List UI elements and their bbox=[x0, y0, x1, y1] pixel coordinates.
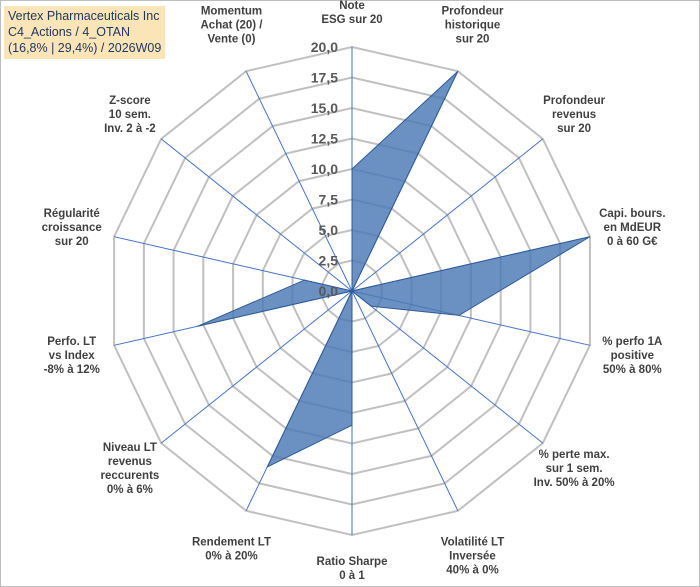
axis-label-line: sur 20 bbox=[456, 34, 490, 46]
axis-label-line: Vente (0) bbox=[208, 34, 256, 46]
axis-label: Ratio Sharpe 0 à 1 bbox=[317, 556, 388, 582]
axis-label: Perfo. LT vs Index -8% à 12% bbox=[44, 336, 100, 376]
axis-label-line: en MdEUR bbox=[604, 222, 662, 234]
axis-spoke bbox=[351, 290, 544, 444]
title-company: Vertex Pharmaceuticals Inc bbox=[8, 9, 160, 23]
axis-label-line: Volatilité LT bbox=[441, 536, 504, 548]
axis-spoke bbox=[351, 138, 544, 292]
axis-label-line: Achat (20) / bbox=[201, 20, 264, 32]
axis-label: % perte max. sur 1 sem. Inv. 50% à 20% bbox=[534, 449, 615, 489]
axis-label-line: positive bbox=[611, 350, 654, 362]
axis-label: % perfo 1A positive 50% à 80% bbox=[602, 336, 662, 376]
title-category: C4_Actions / 4_OTAN bbox=[8, 25, 131, 39]
axis-label-line: -8% à 12% bbox=[44, 364, 100, 376]
axis-label-line: 10 sem. bbox=[109, 109, 151, 121]
axis-label: Momentum Achat (20) / Vente (0) bbox=[201, 6, 264, 46]
axis-label-line: Inversée bbox=[449, 550, 496, 562]
tick-label: 7,5 bbox=[319, 192, 339, 208]
radar-tick-labels: 0,0 2,5 5,0 7,5 10,0 12,5 15,0 17,5 20,0 bbox=[311, 39, 338, 299]
axis-label-line: Régularité bbox=[44, 208, 100, 220]
axis-spoke bbox=[160, 290, 353, 444]
axis-label-line: vs Index bbox=[49, 350, 96, 362]
axis-label-line: Inv. 2 à -2 bbox=[104, 123, 156, 135]
axis-label-line: historique bbox=[445, 20, 501, 32]
axis-label-line: Profondeur bbox=[543, 95, 605, 107]
axis-label: Z-score 10 sem. Inv. 2 à -2 bbox=[104, 95, 156, 135]
tick-label: 5,0 bbox=[319, 222, 339, 238]
axis-spoke bbox=[351, 290, 459, 512]
radar-series bbox=[197, 70, 591, 468]
axis-label: Profondeur historique sur 20 bbox=[442, 6, 504, 46]
axis-label-line: croissance bbox=[42, 222, 102, 234]
tick-label: 2,5 bbox=[319, 253, 339, 269]
axis-label: Note ESG sur 20 bbox=[321, 0, 382, 26]
axis-label-line: 0% à 20% bbox=[205, 550, 257, 562]
axis-label-line: Note bbox=[339, 0, 365, 12]
axis-label-line: Rendement LT bbox=[192, 536, 271, 548]
axis-label: Volatilité LT Inversée 40% à 0% bbox=[441, 536, 504, 576]
axis-label-line: sur 1 sem. bbox=[546, 463, 603, 475]
axis-label-line: sur 20 bbox=[55, 236, 89, 248]
axis-label-line: Profondeur bbox=[442, 6, 504, 18]
axis-label-line: Perfo. LT bbox=[47, 336, 96, 348]
tick-label: 0,0 bbox=[319, 283, 339, 299]
axis-label-line: Momentum bbox=[201, 6, 262, 18]
axis-label-line: % perte max. bbox=[539, 449, 610, 461]
axis-label: Régularité croissance sur 20 bbox=[42, 208, 102, 248]
tick-label: 17,5 bbox=[311, 70, 338, 86]
axis-spoke bbox=[160, 138, 353, 292]
axis-label-line: revenus bbox=[108, 456, 152, 468]
axis-label-line: % perfo 1A bbox=[602, 336, 662, 348]
axis-label-line: Inv. 50% à 20% bbox=[534, 477, 615, 489]
tick-label: 20,0 bbox=[311, 39, 338, 55]
axis-label-line: 50% à 80% bbox=[603, 364, 662, 376]
chart-title-box: Vertex Pharmaceuticals Inc C4_Actions / … bbox=[4, 6, 166, 59]
tick-label: 10,0 bbox=[311, 161, 338, 177]
axis-label-line: revenus bbox=[552, 109, 596, 121]
axis-label: Profondeur revenus sur 20 bbox=[543, 95, 605, 135]
axis-label-line: reccurents bbox=[100, 470, 159, 482]
radar-axis-labels: Note ESG sur 20 Profondeur historique sur 20… bbox=[42, 0, 666, 582]
axis-label-line: ESG sur 20 bbox=[321, 14, 382, 26]
axis-label: Niveau LT revenus reccurents 0% à 6% bbox=[100, 442, 159, 496]
axis-label-line: Z-score bbox=[109, 95, 151, 107]
axis-label-line: sur 20 bbox=[557, 123, 591, 135]
axis-label-line: 0 à 60 G€ bbox=[607, 236, 658, 248]
axis-label: Rendement LT 0% à 20% bbox=[192, 536, 271, 562]
axis-label-line: Ratio Sharpe bbox=[317, 556, 388, 568]
axis-label-line: 0% à 6% bbox=[107, 484, 153, 496]
tick-label: 12,5 bbox=[311, 131, 338, 147]
axis-label-line: Capi. bours. bbox=[599, 208, 665, 220]
axis-label-line: 0 à 1 bbox=[339, 570, 365, 582]
axis-spoke bbox=[245, 70, 353, 292]
axis-label-line: Niveau LT bbox=[103, 442, 157, 454]
axis-label-line: 40% à 0% bbox=[446, 564, 498, 576]
axis-label: Capi. bours. en MdEUR 0 à 60 G€ bbox=[599, 208, 665, 248]
title-stats: (16,8% | 29,4%) / 2026W09 bbox=[8, 41, 162, 55]
tick-label: 15,0 bbox=[311, 100, 338, 116]
series-area bbox=[197, 70, 591, 468]
